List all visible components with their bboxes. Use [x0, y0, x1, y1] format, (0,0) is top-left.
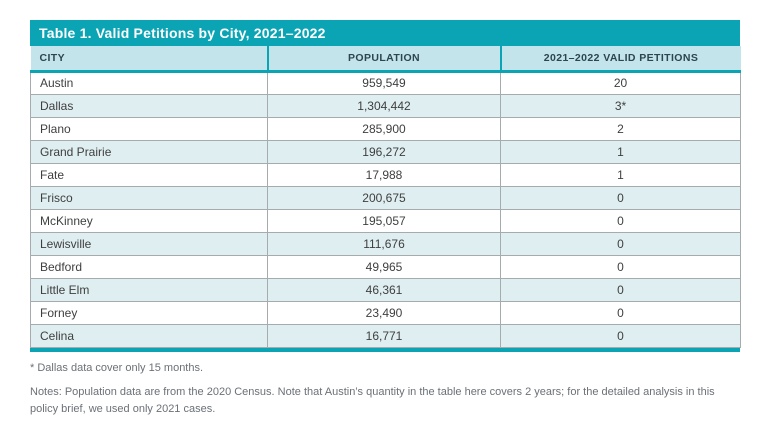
table-row: Frisco 200,675 0 [30, 186, 741, 210]
population-cell: 285,900 [267, 117, 501, 141]
table-row: Lewisville 111,676 0 [30, 232, 741, 256]
table-header: CITY POPULATION 2021–2022 VALID PETITION… [30, 46, 741, 73]
table-row: Dallas 1,304,442 3* [30, 94, 741, 118]
city-cell: Forney [30, 301, 268, 325]
table-row: Little Elm 46,361 0 [30, 278, 741, 302]
petitions-cell: 0 [500, 301, 741, 325]
general-notes: Notes: Population data are from the 2020… [30, 385, 715, 415]
header-row: CITY POPULATION 2021–2022 VALID PETITION… [30, 46, 741, 73]
petitions-cell: 1 [500, 140, 741, 164]
city-cell: Austin [30, 71, 268, 95]
table-row: Forney 23,490 0 [30, 301, 741, 325]
city-cell: Lewisville [30, 232, 268, 256]
population-cell: 200,675 [267, 186, 501, 210]
population-cell: 195,057 [267, 209, 501, 233]
city-cell: Fate [30, 163, 268, 187]
table-row: Austin 959,549 20 [30, 71, 741, 95]
city-cell: Celina [30, 324, 268, 348]
petitions-cell: 20 [500, 71, 741, 95]
table-body: Austin 959,549 20 Dallas 1,304,442 3* Plano 285… [30, 71, 741, 348]
city-cell: Dallas [30, 94, 268, 118]
petitions-cell: 0 [500, 324, 741, 348]
population-cell: 111,676 [267, 232, 501, 256]
petitions-cell: 3* [500, 94, 741, 118]
population-cell: 17,988 [267, 163, 501, 187]
population-cell: 23,490 [267, 301, 501, 325]
table-row: Grand Prairie 196,272 1 [30, 140, 741, 164]
col-header-city: CITY [30, 46, 268, 73]
table-bottom-border [30, 347, 740, 352]
population-cell: 1,304,442 [267, 94, 501, 118]
col-header-valid-petitions: 2021–2022 VALID PETITIONS [499, 46, 741, 73]
city-cell: Bedford [30, 255, 268, 279]
city-cell: Frisco [30, 186, 268, 210]
asterisk-footnote: * Dallas data cover only 15 months. [30, 361, 204, 374]
city-cell: Plano [30, 117, 268, 141]
petitions-cell: 0 [500, 232, 741, 256]
petitions-table: Table 1. Valid Petitions by City, 2021–2… [30, 20, 741, 418]
petitions-cell: 0 [500, 278, 741, 302]
population-cell: 16,771 [267, 324, 501, 348]
city-cell: McKinney [30, 209, 268, 233]
table-row: Plano 285,900 2 [30, 117, 741, 141]
population-cell: 959,549 [267, 71, 501, 95]
table-row: Fate 17,988 1 [30, 163, 741, 187]
city-cell: Little Elm [30, 278, 268, 302]
col-header-population: POPULATION [266, 46, 501, 73]
petitions-cell: 0 [500, 209, 741, 233]
table-title: Table 1. Valid Petitions by City, 2021–2… [30, 20, 740, 46]
population-cell: 46,361 [267, 278, 501, 302]
population-cell: 49,965 [267, 255, 501, 279]
petitions-cell: 0 [500, 255, 741, 279]
population-cell: 196,272 [267, 140, 501, 164]
petitions-cell: 1 [500, 163, 741, 187]
petitions-cell: 2 [500, 117, 741, 141]
data-table: CITY POPULATION 2021–2022 VALID PETITION… [30, 46, 741, 348]
table-row: Celina 16,771 0 [30, 324, 741, 348]
city-cell: Grand Prairie [30, 140, 268, 164]
table-row: Bedford 49,965 0 [30, 255, 741, 279]
petitions-cell: 0 [500, 186, 741, 210]
table-row: McKinney 195,057 0 [30, 209, 741, 233]
